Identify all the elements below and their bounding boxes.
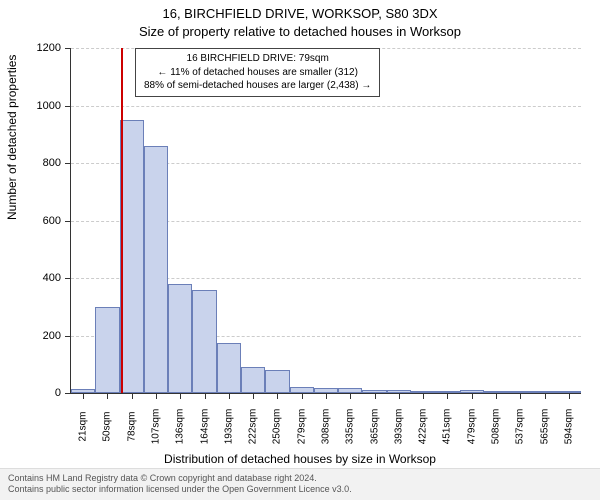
x-tick-label: 565sqm [539,409,550,445]
x-tick-label: 78sqm [126,411,137,441]
x-tick [496,393,497,399]
histogram-bar [168,284,192,393]
y-tick [65,106,71,107]
info-line-property: 16 BIRCHFIELD DRIVE: 79sqm [144,52,371,66]
x-tick [229,393,230,399]
x-tick-label: 164sqm [199,409,210,445]
histogram-bar [265,370,289,393]
y-tick-label: 1200 [31,42,61,54]
x-tick [375,393,376,399]
y-tick [65,48,71,49]
y-tick-label: 200 [31,330,61,342]
x-tick-label: 279sqm [296,409,307,445]
x-tick [302,393,303,399]
x-tick [180,393,181,399]
x-tick-label: 50sqm [102,411,113,441]
y-tick-label: 1000 [31,100,61,112]
y-axis-label: Number of detached properties [5,55,19,220]
x-tick-label: 250sqm [272,409,283,445]
x-tick [132,393,133,399]
x-tick-label: 422sqm [418,409,429,445]
x-tick-label: 537sqm [515,409,526,445]
y-tick [65,393,71,394]
y-tick [65,336,71,337]
plot-area: 02004006008001000120021sqm50sqm78sqm107s… [70,48,581,394]
info-line-smaller: ← 11% of detached houses are smaller (31… [144,66,371,80]
x-axis-label: Distribution of detached houses by size … [0,452,600,466]
gridline [71,106,581,107]
y-tick [65,163,71,164]
x-tick [569,393,570,399]
x-tick [423,393,424,399]
footer: Contains HM Land Registry data © Crown c… [0,468,600,500]
x-tick [350,393,351,399]
y-tick [65,221,71,222]
histogram-bar [217,343,241,393]
x-tick-label: 193sqm [223,409,234,445]
histogram-bar [95,307,119,393]
histogram-bar [120,120,144,393]
x-tick-label: 335sqm [345,409,356,445]
y-tick-label: 0 [31,387,61,399]
info-box: 16 BIRCHFIELD DRIVE: 79sqm ← 11% of deta… [135,48,380,97]
x-tick [520,393,521,399]
footer-copyright: Contains HM Land Registry data © Crown c… [8,473,592,485]
x-tick-label: 393sqm [393,409,404,445]
x-tick-label: 508sqm [491,409,502,445]
x-tick [447,393,448,399]
page-title: 16, BIRCHFIELD DRIVE, WORKSOP, S80 3DX [0,6,600,21]
x-tick [545,393,546,399]
x-tick [107,393,108,399]
x-tick-label: 594sqm [563,409,574,445]
x-tick [399,393,400,399]
histogram-bar [192,290,216,394]
y-tick-label: 400 [31,272,61,284]
chart-container: 16, BIRCHFIELD DRIVE, WORKSOP, S80 3DX S… [0,0,600,500]
histogram-bar [241,367,265,393]
x-tick-label: 451sqm [442,409,453,445]
x-tick-label: 479sqm [466,409,477,445]
y-tick-label: 800 [31,157,61,169]
x-tick-label: 308sqm [321,409,332,445]
x-tick-label: 107sqm [151,409,162,445]
x-tick [326,393,327,399]
x-tick [83,393,84,399]
y-tick [65,278,71,279]
x-tick-label: 222sqm [248,409,259,445]
property-marker-line [121,48,123,393]
x-tick-label: 21sqm [78,411,89,441]
x-tick-label: 365sqm [369,409,380,445]
info-line-larger: 88% of semi-detached houses are larger (… [144,79,371,93]
x-tick [156,393,157,399]
footer-licence: Contains public sector information licen… [8,484,592,496]
x-tick-label: 136sqm [175,409,186,445]
histogram-bar [144,146,168,393]
x-tick [205,393,206,399]
page-subtitle: Size of property relative to detached ho… [0,24,600,39]
y-tick-label: 600 [31,215,61,227]
x-tick [472,393,473,399]
x-tick [277,393,278,399]
x-tick [253,393,254,399]
